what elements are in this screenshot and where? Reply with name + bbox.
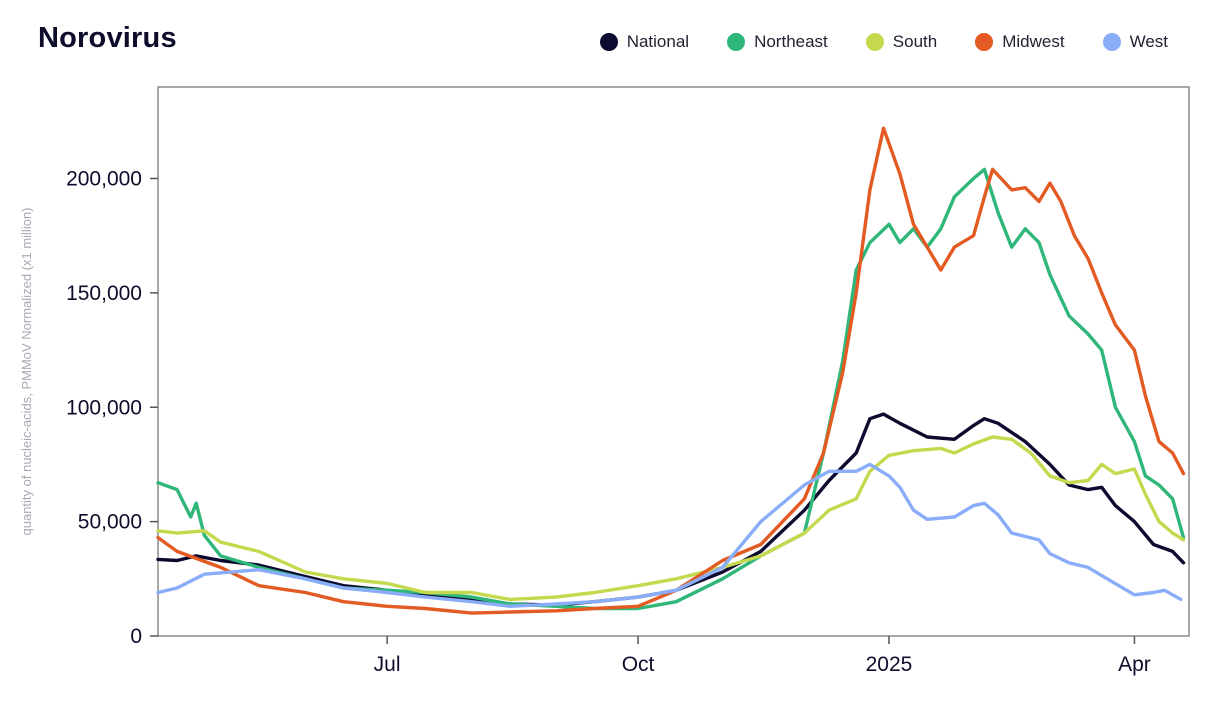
series-line-south[interactable] (156, 435, 1186, 602)
series-line-northeast[interactable] (156, 167, 1186, 611)
legend-item-west[interactable]: West (1102, 32, 1168, 52)
chart-title: Norovirus (38, 22, 177, 54)
series-line-national[interactable] (156, 412, 1186, 607)
legend-swatch (865, 33, 884, 51)
legend-swatch (727, 33, 746, 51)
y-axis-title: quantity of nucleic-acids, PMMoV Normali… (19, 207, 34, 535)
plot-frame (157, 86, 1190, 637)
legend-item-south[interactable]: South (865, 32, 938, 52)
legend-label: South (892, 32, 938, 51)
legend: National Northeast South Midwest West (562, 32, 1168, 52)
series-layer (156, 126, 1186, 615)
y-tick-label: 50,000 (78, 511, 142, 534)
legend-swatch (975, 33, 994, 51)
y-tick-label: 0 (130, 625, 142, 648)
x-tick-label: Oct (622, 653, 655, 676)
legend-label: Midwest (1002, 32, 1065, 51)
x-tick-label: Apr (1118, 653, 1151, 676)
legend-swatch (1102, 33, 1121, 51)
axes: 0 50,000 100,000 150,000 200,000 Jul Oct 2025 Ap… (19, 86, 1190, 676)
y-tick-label: 200,000 (66, 168, 142, 191)
legend-swatch (599, 33, 618, 51)
legend-item-northeast[interactable]: Northeast (727, 32, 828, 52)
x-tick-label: 2025 (866, 653, 913, 676)
x-tick-label: Jul (374, 653, 401, 676)
legend-label: West (1129, 32, 1168, 51)
series-line-west[interactable] (156, 462, 1183, 608)
legend-item-midwest[interactable]: Midwest (975, 32, 1065, 52)
legend-item-national[interactable]: National (599, 32, 690, 52)
series-line-midwest[interactable] (156, 126, 1186, 615)
legend-label: National (626, 32, 690, 51)
legend-label: Northeast (754, 32, 828, 51)
y-tick-label: 150,000 (66, 282, 142, 305)
y-tick-label: 100,000 (66, 396, 142, 419)
